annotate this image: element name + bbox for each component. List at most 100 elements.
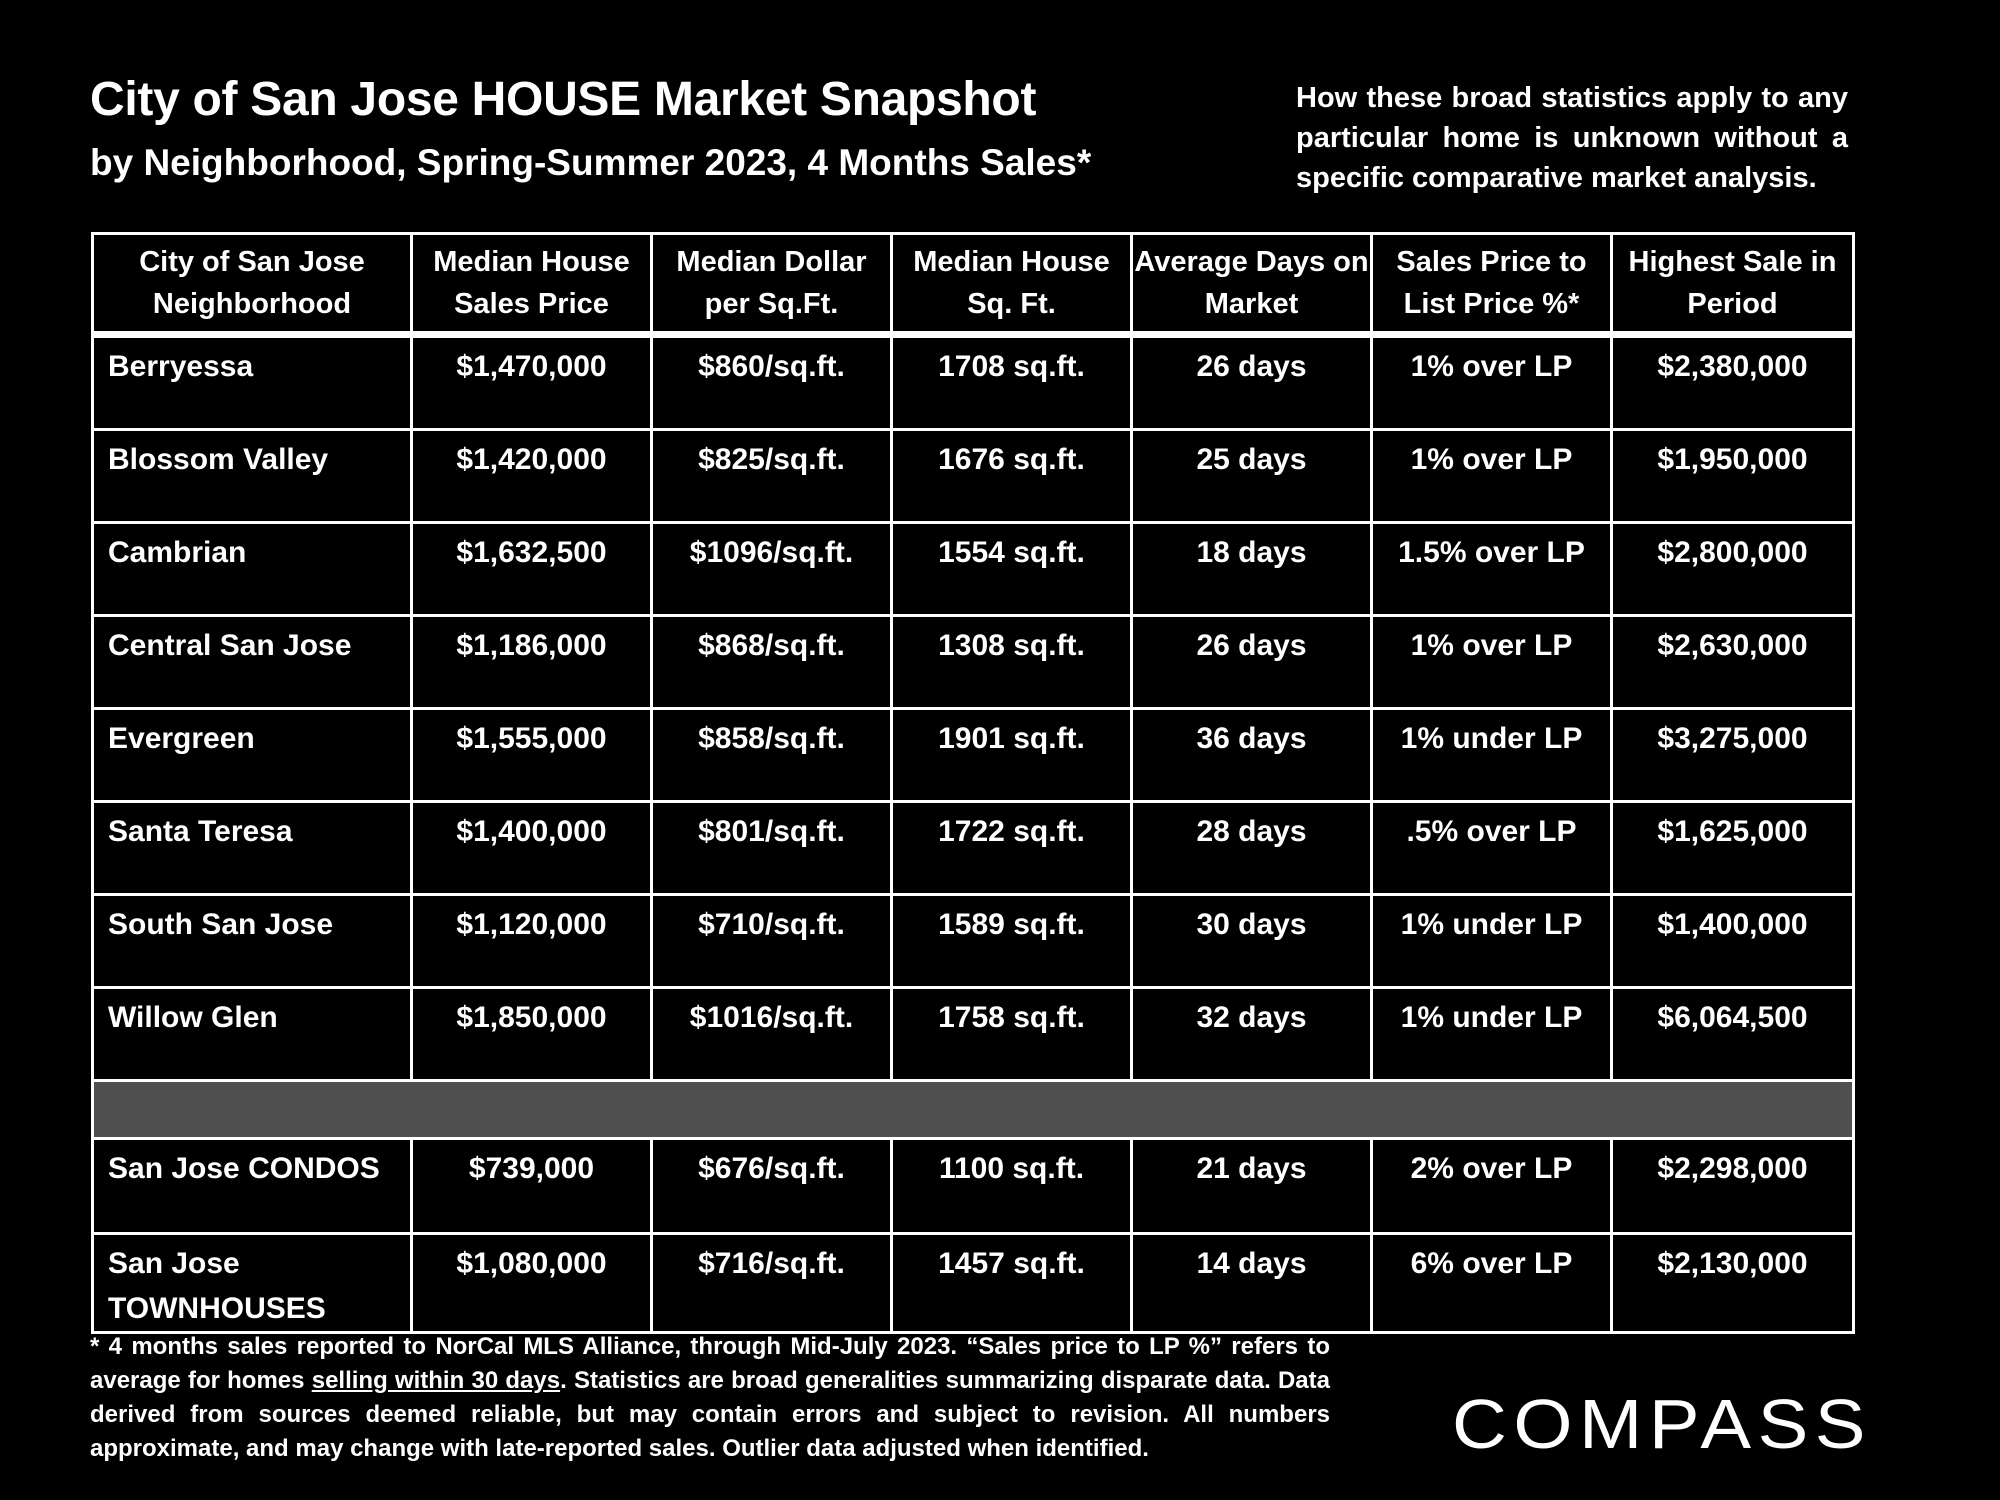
table-cell: 1% over LP	[1370, 333, 1613, 431]
table-cell: $1,186,000	[410, 614, 653, 710]
table-header-row: City of San Jose Neighborhood Median Hou…	[91, 232, 1855, 338]
table-cell: 26 days	[1130, 333, 1373, 431]
neighborhood-cell: Cambrian	[91, 521, 413, 617]
table-cell: 26 days	[1130, 614, 1373, 710]
table-cell: $2,630,000	[1610, 614, 1855, 710]
table-cell: 1554 sq.ft.	[890, 521, 1133, 617]
table-cell: 1% over LP	[1370, 614, 1613, 710]
property-type-cell: San Jose CONDOS	[91, 1137, 413, 1235]
neighborhood-cell: Central San Jose	[91, 614, 413, 710]
table-cell: 1% under LP	[1370, 893, 1613, 989]
table-row: Santa Teresa $1,400,000 $801/sq.ft. 1722…	[91, 800, 1855, 896]
table-cell: $676/sq.ft.	[650, 1137, 893, 1235]
table-cell: $858/sq.ft.	[650, 707, 893, 803]
table-cell: 1589 sq.ft.	[890, 893, 1133, 989]
table-cell: $716/sq.ft.	[650, 1232, 893, 1334]
table-cell: 1100 sq.ft.	[890, 1137, 1133, 1235]
column-header: Median House Sq. Ft.	[890, 232, 1133, 338]
table-cell: $1,420,000	[410, 428, 653, 524]
table-cell: $1,120,000	[410, 893, 653, 989]
footnote-text-start: * 4 months sales reported to NorCal MLS …	[90, 1333, 1330, 1394]
table-row: San Jose TOWNHOUSES $1,080,000 $716/sq.f…	[91, 1232, 1855, 1334]
table-row: Central San Jose $1,186,000 $868/sq.ft. …	[91, 614, 1855, 710]
table-cell: 1% under LP	[1370, 986, 1613, 1082]
table-cell: $2,298,000	[1610, 1137, 1855, 1235]
property-type-cell: San Jose TOWNHOUSES	[91, 1232, 413, 1334]
table-cell: $710/sq.ft.	[650, 893, 893, 989]
table-cell: 1.5% over LP	[1370, 521, 1613, 617]
compass-logo-text: COMPASS	[1452, 1385, 1872, 1463]
table-row: South San Jose $1,120,000 $710/sq.ft. 15…	[91, 893, 1855, 989]
table-cell: 1% under LP	[1370, 707, 1613, 803]
table-cell: $1,625,000	[1610, 800, 1855, 896]
table-cell: $801/sq.ft.	[650, 800, 893, 896]
table-cell: $1,470,000	[410, 333, 653, 431]
disclaimer-note: How these broad statistics apply to any …	[1296, 82, 1848, 194]
neighborhood-cell: South San Jose	[91, 893, 413, 989]
table-cell: 32 days	[1130, 986, 1373, 1082]
table-cell: $6,064,500	[1610, 986, 1855, 1082]
table-cell: $860/sq.ft.	[650, 333, 893, 431]
separator-cell	[91, 1079, 1855, 1140]
table-cell: $825/sq.ft.	[650, 428, 893, 524]
table-cell: 14 days	[1130, 1232, 1373, 1334]
table-cell: $1,555,000	[410, 707, 653, 803]
table-cell: $1,400,000	[1610, 893, 1855, 989]
table-cell: $1,400,000	[410, 800, 653, 896]
table-cell: $1,080,000	[410, 1232, 653, 1334]
neighborhood-cell: Evergreen	[91, 707, 413, 803]
table-row: Blossom Valley $1,420,000 $825/sq.ft. 16…	[91, 428, 1855, 524]
table-cell: $868/sq.ft.	[650, 614, 893, 710]
table-cell: .5% over LP	[1370, 800, 1613, 896]
table-cell: 1% over LP	[1370, 428, 1613, 524]
column-header: Sales Price to List Price %*	[1370, 232, 1613, 338]
footnote-underlined-text: selling within 30 days	[311, 1367, 561, 1394]
column-header: Median Dollar per Sq.Ft.	[650, 232, 893, 338]
neighborhood-cell: Santa Teresa	[91, 800, 413, 896]
table-cell: 1676 sq.ft.	[890, 428, 1133, 524]
page-subtitle: by Neighborhood, Spring-Summer 2023, 4 M…	[90, 142, 1092, 183]
table-cell: 1457 sq.ft.	[890, 1232, 1133, 1334]
table-cell: $2,800,000	[1610, 521, 1855, 617]
table-cell: $1096/sq.ft.	[650, 521, 893, 617]
table-cell: 1708 sq.ft.	[890, 333, 1133, 431]
table-row: Cambrian $1,632,500 $1096/sq.ft. 1554 sq…	[91, 521, 1855, 617]
table-cell: $1,950,000	[1610, 428, 1855, 524]
footnote-text-end: . Statistics are broad generalities summ…	[90, 1367, 1330, 1462]
column-header: Highest Sale in Period	[1610, 232, 1855, 338]
table-row: San Jose CONDOS $739,000 $676/sq.ft. 110…	[91, 1137, 1855, 1235]
table-cell: 18 days	[1130, 521, 1373, 617]
table-cell: 1308 sq.ft.	[890, 614, 1133, 710]
neighborhood-cell: Berryessa	[91, 333, 413, 431]
table-cell: 1901 sq.ft.	[890, 707, 1133, 803]
neighborhood-cell: Blossom Valley	[91, 428, 413, 524]
column-header: Median House Sales Price	[410, 232, 653, 338]
neighborhood-cell: Willow Glen	[91, 986, 413, 1082]
table-cell: $1016/sq.ft.	[650, 986, 893, 1082]
table-cell: $1,632,500	[410, 521, 653, 617]
table-cell: 28 days	[1130, 800, 1373, 896]
table-cell: 1722 sq.ft.	[890, 800, 1133, 896]
separator-row	[91, 1079, 1855, 1140]
table-cell: 36 days	[1130, 707, 1373, 803]
column-header: Average Days on Market	[1130, 232, 1373, 338]
table-cell: 30 days	[1130, 893, 1373, 989]
page-title: City of San Jose HOUSE Market Snapshot	[90, 73, 1037, 126]
table-row: Evergreen $1,555,000 $858/sq.ft. 1901 sq…	[91, 707, 1855, 803]
table-cell: 25 days	[1130, 428, 1373, 524]
footnote: * 4 months sales reported to NorCal MLS …	[90, 1330, 1330, 1466]
table-cell: $1,850,000	[410, 986, 653, 1082]
table-row: Berryessa $1,470,000 $860/sq.ft. 1708 sq…	[91, 333, 1855, 431]
table-cell: 21 days	[1130, 1137, 1373, 1235]
table-cell: 1758 sq.ft.	[890, 986, 1133, 1082]
table-cell: $3,275,000	[1610, 707, 1855, 803]
table-cell: $2,130,000	[1610, 1232, 1855, 1334]
table-cell: 2% over LP	[1370, 1137, 1613, 1235]
table-cell: $739,000	[410, 1137, 653, 1235]
column-header: City of San Jose Neighborhood	[91, 232, 413, 338]
table-row: Willow Glen $1,850,000 $1016/sq.ft. 1758…	[91, 986, 1855, 1082]
table-cell: $2,380,000	[1610, 333, 1855, 431]
compass-logo: COMPASS	[1452, 1385, 1872, 1463]
market-snapshot-table: City of San Jose Neighborhood Median Hou…	[91, 232, 1855, 1334]
table-cell: 6% over LP	[1370, 1232, 1613, 1334]
